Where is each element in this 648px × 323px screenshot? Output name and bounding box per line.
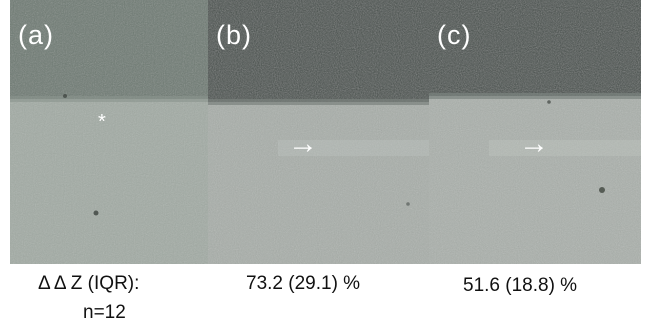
lower-region-b xyxy=(208,102,429,264)
image-panel-c: (c) → xyxy=(429,0,641,264)
image-panel-a: (a) * xyxy=(10,0,208,264)
lower-region-a xyxy=(10,99,208,264)
panel-label-b: (b) xyxy=(216,20,252,50)
arrow-marker-c: → xyxy=(519,127,549,160)
arrow-marker-b: → xyxy=(288,127,318,160)
panel-a-image xyxy=(10,0,208,264)
panel-b-image xyxy=(208,0,429,264)
upper-region-c xyxy=(429,0,641,96)
lower-region-c xyxy=(429,96,641,264)
panel-c-image xyxy=(429,0,641,264)
asterisk-marker: * xyxy=(98,111,106,133)
upper-region-b xyxy=(208,0,429,102)
caption-a-count: n=12 xyxy=(83,302,126,323)
caption-c-value: 51.6 (18.8) % xyxy=(463,275,578,296)
caption-a-metric: Δ Δ Z (IQR): xyxy=(38,273,140,294)
image-panel-b: (b) → xyxy=(208,0,429,264)
upper-region-a xyxy=(10,0,208,99)
caption-b-value: 73.2 (29.1) % xyxy=(246,273,361,294)
panel-label-c: (c) xyxy=(437,20,472,50)
panel-label-a: (a) xyxy=(18,20,54,50)
